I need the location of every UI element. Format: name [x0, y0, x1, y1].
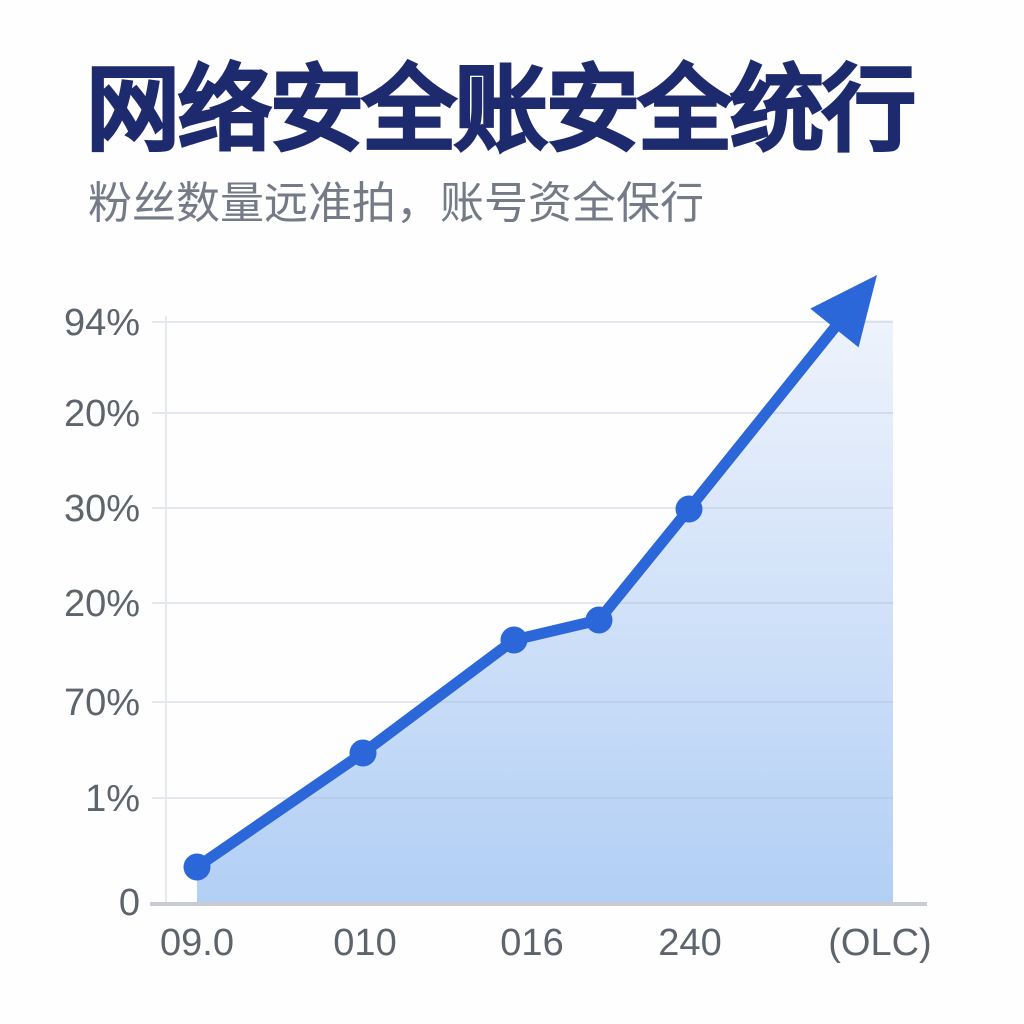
y-tick-label: 70% [64, 682, 140, 724]
trend-line [191, 307, 852, 873]
x-tick-label: 016 [500, 922, 563, 964]
trend-point [585, 606, 613, 634]
trend-arrow-icon [810, 275, 877, 348]
y-tick-label: 94% [64, 302, 140, 344]
y-tick-label: 20% [64, 583, 140, 625]
area-fill [197, 320, 893, 903]
trend-point [675, 495, 703, 523]
page-title: 网络安全账安全统行 [85, 57, 917, 163]
x-tick-label: (OLC) [828, 922, 931, 964]
x-tick-label: 09.0 [160, 922, 234, 964]
y-tick-label: 1% [85, 778, 140, 820]
x-tick-label: 240 [658, 922, 721, 964]
y-tick-label: 30% [64, 488, 140, 530]
page-subtitle: 粉丝数量远准拍，账号资全保行 [88, 179, 704, 228]
trend-point [183, 853, 211, 881]
trend-point [500, 626, 528, 654]
y-tick-label: 0 [119, 882, 140, 924]
trend-point [349, 739, 377, 767]
y-tick-label: 20% [64, 393, 140, 435]
x-tick-label: 010 [333, 922, 396, 964]
